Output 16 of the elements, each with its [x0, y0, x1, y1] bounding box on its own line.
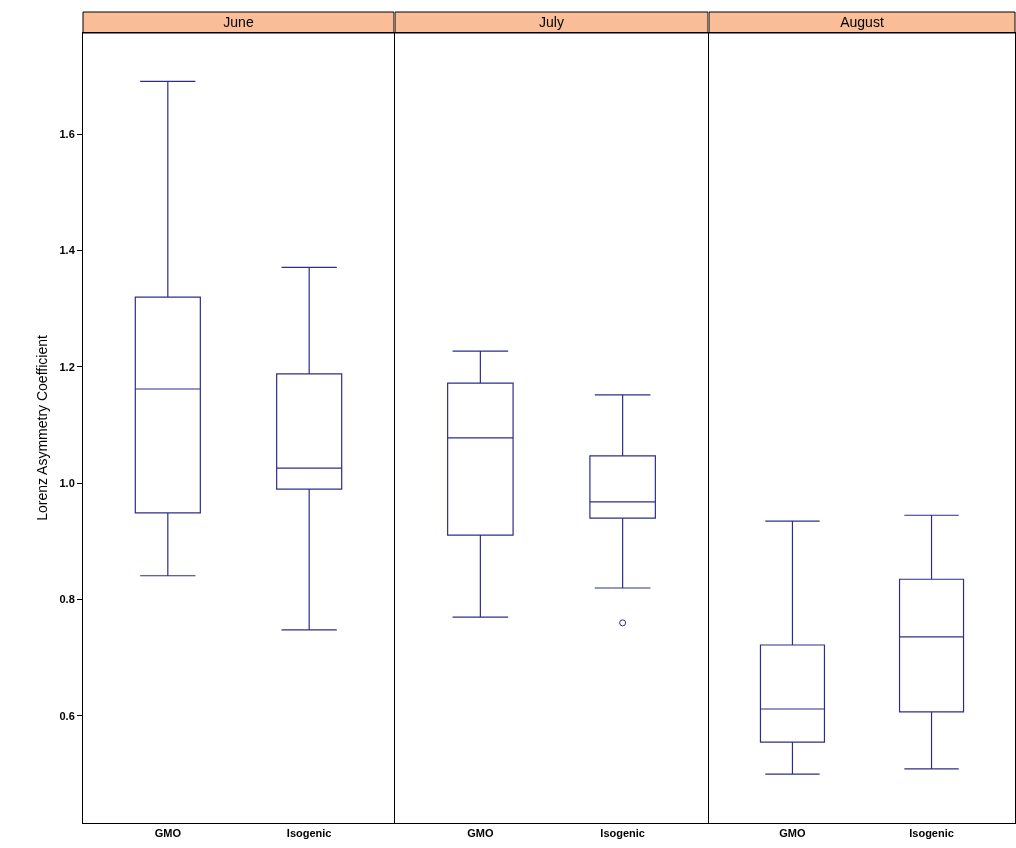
y-tick-label: 0.6: [59, 709, 75, 722]
y-axis-title: Lorenz Asymmetry Coefficient: [34, 335, 51, 521]
x-tick-label: Isogenic: [909, 827, 954, 840]
chart-title: August: [840, 14, 884, 31]
y-tick-label: 1.2: [59, 360, 75, 373]
x-tick-label: Isogenic: [286, 827, 332, 840]
y-tick-label: 1.0: [59, 477, 75, 490]
x-tick-label: GMO: [154, 827, 182, 840]
y-tick-label: 1.4: [59, 244, 76, 257]
x-tick-label: GMO: [467, 827, 494, 840]
chart-title: July: [539, 14, 564, 31]
chart-title: June: [223, 14, 254, 31]
y-tick-label: 1.6: [59, 128, 75, 141]
x-tick-label: GMO: [779, 827, 807, 840]
x-tick-label: Isogenic: [600, 827, 645, 840]
y-tick-label: 0.8: [59, 593, 75, 606]
